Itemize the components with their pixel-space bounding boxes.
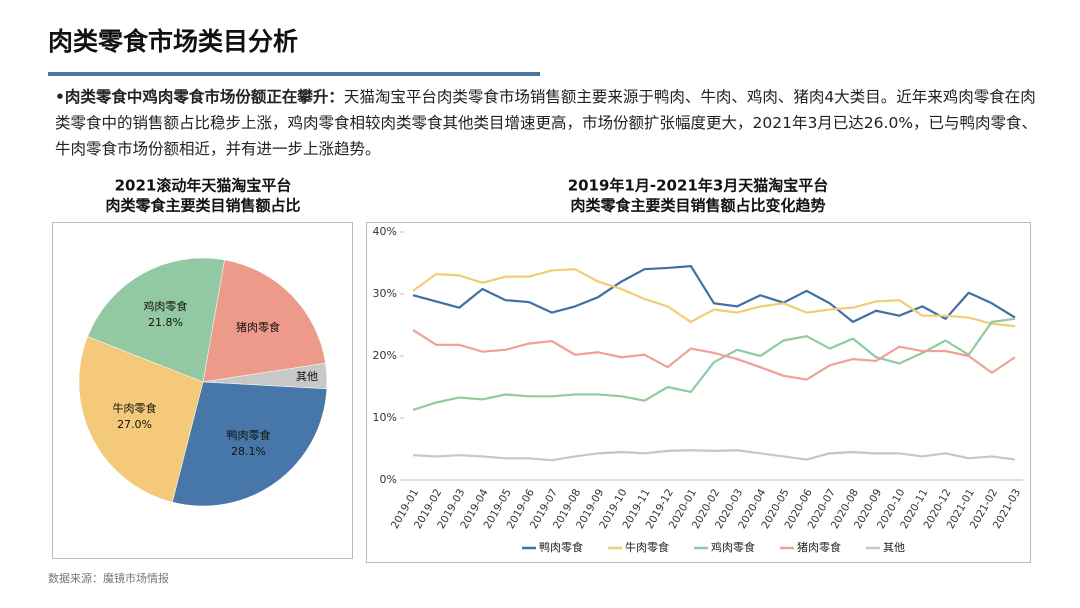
- chart-title: 肉类零食主要类目销售额占比变化趋势: [570, 197, 825, 215]
- title-underline: [48, 72, 540, 76]
- y-tick-label: 30%: [373, 287, 397, 300]
- series-line: [412, 317, 1016, 411]
- pie-slice: [87, 257, 225, 383]
- series-line: [412, 329, 1016, 381]
- y-tick-label: 40%: [373, 225, 397, 238]
- source-note: 数据来源：魔镜市场情报: [48, 572, 169, 585]
- series-line: [412, 265, 1016, 323]
- slice-label: 其他: [296, 370, 318, 383]
- y-tick-label: 20%: [373, 349, 397, 362]
- page-title: 肉类零食市场类目分析: [48, 27, 299, 56]
- pie-slice: [78, 336, 204, 503]
- slice-label: 牛肉零食: [113, 401, 157, 415]
- series-line: [412, 268, 1016, 328]
- slice-label: 猪肉零食: [236, 320, 280, 334]
- summary: •肉类零食中鸡肉零食市场份额正在攀升：天猫淘宝平台肉类零食市场销售额主要来源于鸭…: [55, 84, 1040, 162]
- chart-title: 2021滚动年天猫淘宝平台: [115, 177, 292, 195]
- chart-title: 2019年1月-2021年3月天猫淘宝平台: [568, 177, 829, 195]
- slice-value: 21.8%: [148, 316, 183, 329]
- pie-slice: [202, 259, 326, 383]
- slice-value: 28.1%: [231, 445, 266, 458]
- slice-value: 27.0%: [117, 418, 152, 431]
- summary-lead: •肉类零食中鸡肉零食市场份额正在攀升：: [55, 88, 344, 106]
- pie-slice: [172, 381, 328, 507]
- y-tick-label: 0%: [380, 473, 397, 486]
- legend-label: 其他: [883, 541, 905, 554]
- summary-text: 天猫淘宝平台肉类零食市场销售额主要来源于鸭肉、牛肉、鸡肉、猪肉4大类目。近年来鸡…: [55, 88, 1038, 158]
- slice-label: 鸡肉零食: [143, 299, 187, 313]
- legend-label: 鸭肉零食: [539, 540, 583, 554]
- line-frame: [366, 222, 1031, 563]
- legend-label: 鸡肉零食: [711, 540, 755, 554]
- slice-label: 鸭肉零食: [226, 428, 270, 442]
- y-tick-label: 10%: [373, 411, 397, 424]
- legend-label: 牛肉零食: [625, 540, 669, 554]
- pie-frame: [52, 222, 353, 559]
- legend-label: 猪肉零食: [797, 540, 841, 554]
- chart-title: 肉类零食主要类目销售额占比: [105, 197, 300, 215]
- series-line: [412, 449, 1016, 462]
